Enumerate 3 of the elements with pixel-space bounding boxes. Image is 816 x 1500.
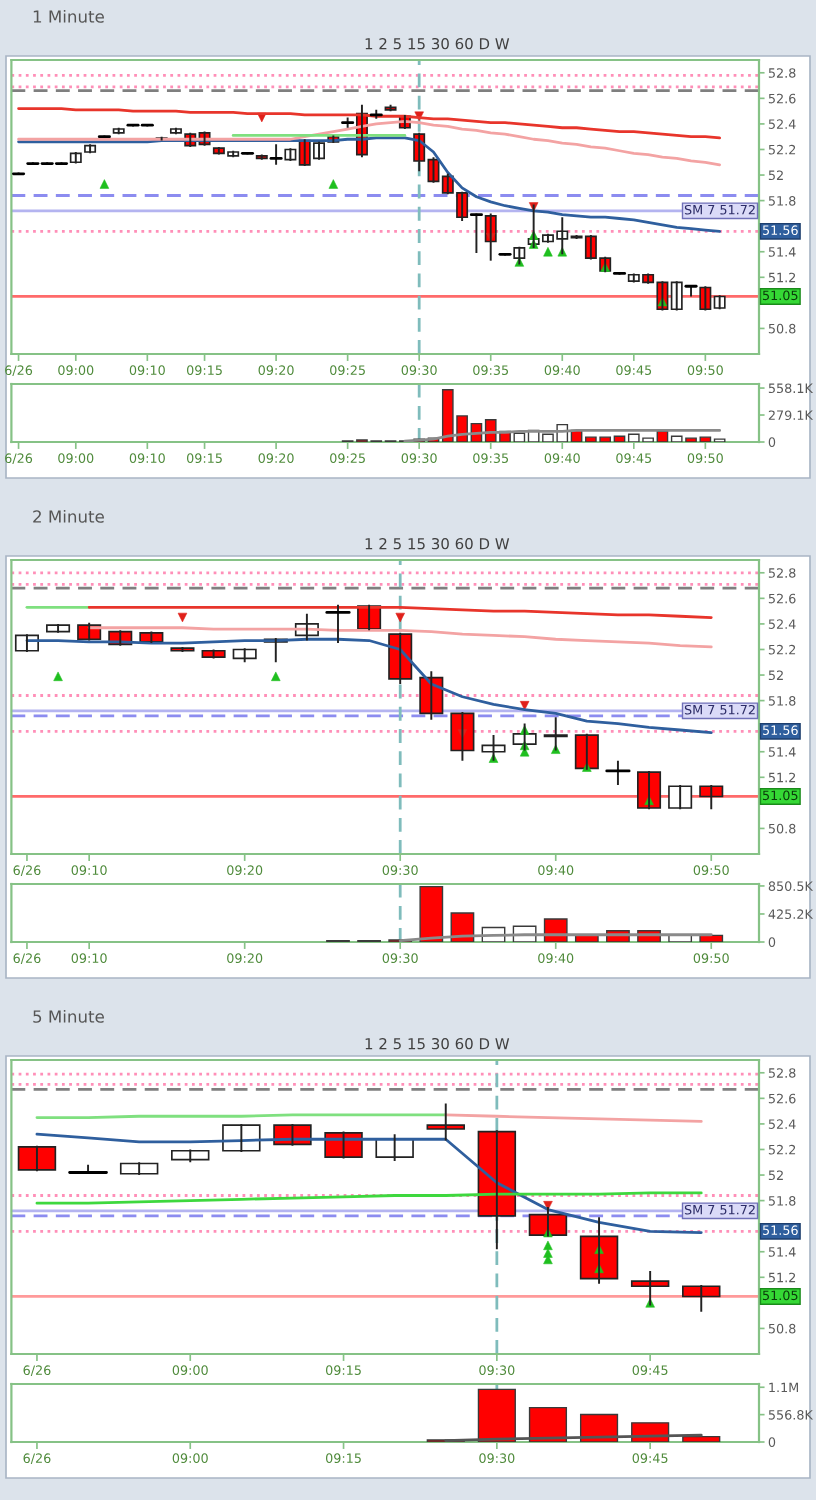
chart-title: 5 Minute [33,1009,104,1023]
chart-title: 1 Minute [33,9,104,23]
chart-title: 2 Minute [33,509,104,523]
